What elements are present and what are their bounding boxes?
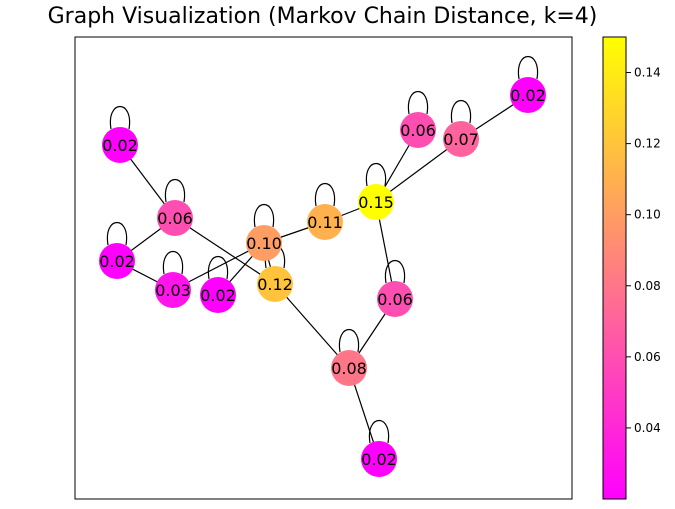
graph-node-n14: 0.08: [331, 350, 367, 386]
self-loop-n13: [384, 259, 406, 284]
node-circle: [99, 243, 135, 279]
node-circle: [307, 204, 343, 240]
node-label: 0.06: [377, 290, 413, 309]
self-loop-n12: [517, 55, 539, 80]
node-circle: [200, 277, 236, 313]
self-loop-n14: [338, 328, 360, 353]
colorbar-gradient: [602, 36, 627, 500]
edge-n7-n14: [274, 283, 350, 369]
node-label: 0.03: [155, 281, 191, 300]
node-circle: [358, 184, 394, 220]
graph-node-n6: 0.10: [246, 225, 282, 261]
graph-node-n5: 0.02: [200, 277, 236, 313]
graph-node-n11: 0.07: [443, 121, 479, 157]
node-label: 0.10: [246, 234, 282, 253]
node-circle: [377, 281, 413, 317]
graph-node-n8: 0.11: [307, 204, 343, 240]
node-circle: [102, 127, 138, 163]
node-label: 0.02: [102, 136, 138, 155]
chart-title: Graph Visualization (Markov Chain Distan…: [47, 4, 598, 29]
node-circle: [246, 225, 282, 261]
node-circle: [155, 272, 191, 308]
graph-node-n7: 0.12: [257, 266, 293, 302]
graph-node-n1: 0.02: [102, 127, 138, 163]
node-label: 0.08: [331, 359, 367, 378]
self-loop-layer: [106, 55, 539, 444]
self-loop-n2: [164, 178, 186, 203]
graph-node-n2: 0.06: [157, 200, 193, 236]
colorbar-ticks: 0.04 0.06 0.08 0.10 0.12 0.14: [626, 66, 661, 435]
colorbar-tick-label: 0.10: [634, 208, 661, 222]
node-circle: [443, 121, 479, 157]
colorbar-tick-label: 0.08: [634, 279, 661, 293]
node-circle: [510, 77, 546, 113]
colorbar-tick-label: 0.12: [634, 137, 661, 151]
self-loop-n3: [106, 221, 128, 246]
node-circle: [257, 266, 293, 302]
edge-n2-n7: [174, 217, 276, 285]
node-label: 0.11: [307, 213, 343, 232]
colorbar-tick-label: 0.04: [634, 421, 661, 435]
self-loop-n1: [109, 105, 131, 130]
node-label: 0.06: [400, 121, 436, 140]
colorbar-tick-label: 0.06: [634, 350, 661, 364]
graph-node-n4: 0.03: [155, 272, 191, 308]
graph-node-n12: 0.02: [510, 77, 546, 113]
self-loop-n15: [368, 419, 390, 444]
self-loop-n10: [407, 90, 429, 115]
node-circle: [361, 441, 397, 477]
colorbar: 0.04 0.06 0.08 0.10 0.12 0.14: [602, 36, 661, 500]
node-circle: [400, 112, 436, 148]
node-label: 0.02: [510, 86, 546, 105]
graph-node-n10: 0.06: [400, 112, 436, 148]
self-loop-n5: [207, 255, 229, 280]
self-loop-n8: [314, 182, 336, 207]
self-loop-n4: [162, 250, 184, 275]
graph-node-n13: 0.06: [377, 281, 413, 317]
node-label: 0.02: [200, 286, 236, 305]
graph-node-n9: 0.15: [358, 184, 394, 220]
self-loop-n11: [450, 99, 472, 124]
graph-node-n15: 0.02: [361, 441, 397, 477]
node-label: 0.06: [157, 209, 193, 228]
self-loop-n9: [365, 162, 387, 187]
node-label: 0.02: [361, 450, 397, 469]
node-label: 0.12: [257, 275, 293, 294]
node-label: 0.07: [443, 130, 479, 149]
node-circle: [157, 200, 193, 236]
colorbar-tick-label: 0.14: [634, 66, 661, 80]
node-circle: [331, 350, 367, 386]
graph-node-n3: 0.02: [99, 243, 135, 279]
self-loop-n6: [253, 203, 275, 228]
node-layer: 0.02 0.06 0.02 0.03 0.02 0.10 0.12 0.11 0.15 0.06…: [99, 77, 546, 477]
plot-frame: [74, 36, 573, 500]
node-label: 0.02: [99, 252, 135, 271]
node-label: 0.15: [358, 193, 394, 212]
